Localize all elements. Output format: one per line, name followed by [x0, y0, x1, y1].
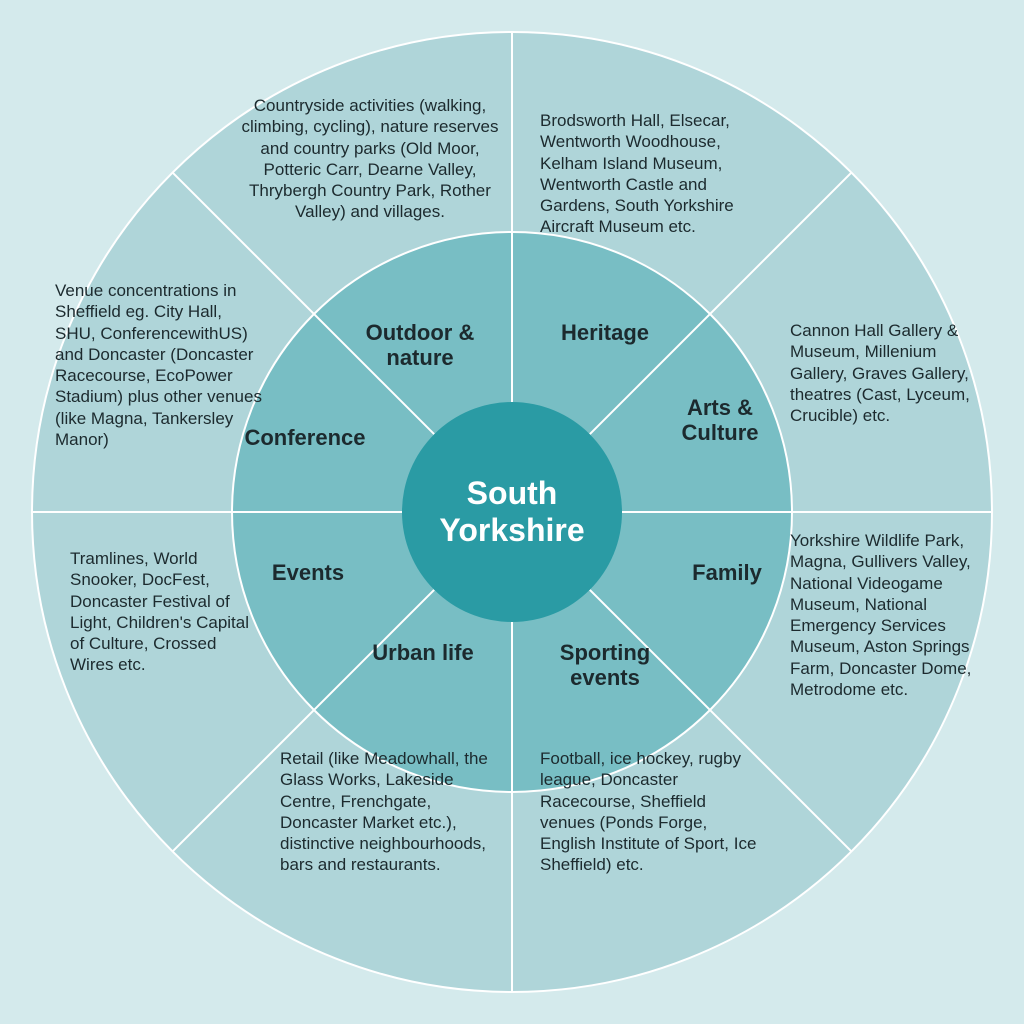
radial-diagram: South Yorkshire Heritage Arts & Culture …	[0, 0, 1024, 1024]
diagram-svg	[0, 0, 1024, 1024]
